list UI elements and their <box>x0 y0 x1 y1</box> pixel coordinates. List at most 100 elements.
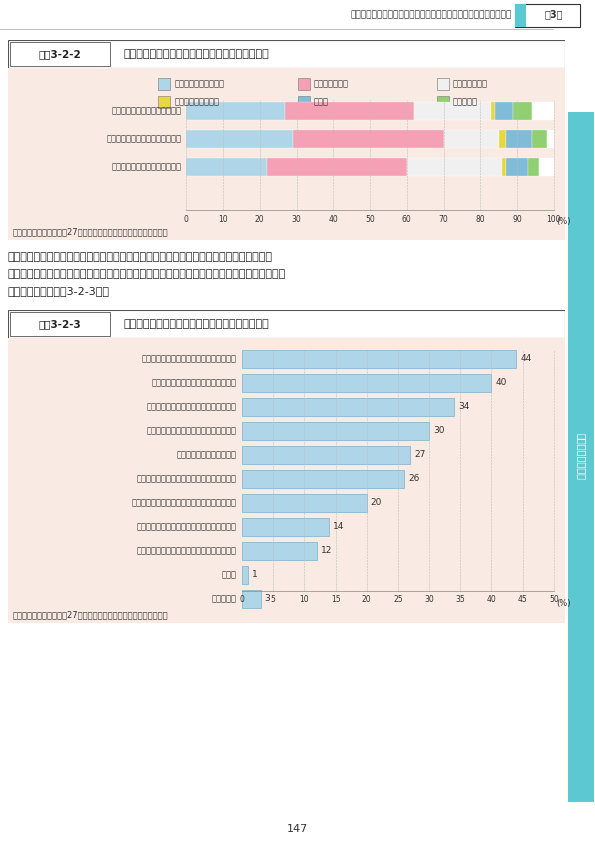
FancyBboxPatch shape <box>532 130 547 148</box>
Text: 不動産の物件数が多く、物件選びに困るから: 不動産の物件数が多く、物件選びに困るから <box>137 522 237 531</box>
FancyBboxPatch shape <box>502 158 506 176</box>
Text: 「不動産取引の流れが分かりづらいから」、「不動産の品質の良否を見極めづらいから」とい: 「不動産取引の流れが分かりづらいから」、「不動産の品質の良否を見極めづらいから」… <box>8 269 286 279</box>
FancyBboxPatch shape <box>547 130 554 148</box>
Text: 30: 30 <box>424 595 434 604</box>
Text: 70: 70 <box>439 215 449 224</box>
Text: 0: 0 <box>240 595 245 604</box>
Text: 30: 30 <box>292 215 302 224</box>
Text: 100: 100 <box>547 215 561 224</box>
FancyBboxPatch shape <box>506 158 528 176</box>
Text: その他: その他 <box>314 98 328 106</box>
FancyBboxPatch shape <box>186 102 286 120</box>
Text: 35: 35 <box>455 595 465 604</box>
Text: 147: 147 <box>287 823 308 834</box>
Text: 40: 40 <box>496 378 507 387</box>
FancyBboxPatch shape <box>186 130 293 148</box>
Text: (%): (%) <box>556 599 571 608</box>
FancyBboxPatch shape <box>242 542 317 559</box>
Text: 90: 90 <box>512 215 522 224</box>
Text: 80: 80 <box>475 215 485 224</box>
FancyBboxPatch shape <box>242 398 454 415</box>
FancyBboxPatch shape <box>242 350 516 367</box>
Text: 20: 20 <box>371 498 382 507</box>
FancyBboxPatch shape <box>495 102 513 120</box>
FancyBboxPatch shape <box>444 130 499 148</box>
Text: 45: 45 <box>518 595 528 604</box>
FancyBboxPatch shape <box>437 78 449 90</box>
FancyBboxPatch shape <box>158 96 170 108</box>
Text: 50: 50 <box>365 215 375 224</box>
Text: 不動産の価格の妥当性を判断しづらいから: 不動産の価格の妥当性を判断しづらいから <box>142 354 237 363</box>
FancyBboxPatch shape <box>8 338 565 623</box>
Text: 3: 3 <box>265 594 270 603</box>
Text: その他: その他 <box>222 570 237 579</box>
Text: その理由は、「不動産の価格の妥当性を判断しづらいから」が最も割合が高く、次いで: その理由は、「不動産の価格の妥当性を判断しづらいから」が最も割合が高く、次いで <box>8 252 273 262</box>
Text: 27: 27 <box>414 450 426 459</box>
Text: わかりやすくて簡単: わかりやすくて簡単 <box>174 98 220 106</box>
Text: 価格が景気によって大きく変動するから: 価格が景気によって大きく変動するから <box>147 426 237 435</box>
FancyBboxPatch shape <box>491 102 495 120</box>
FancyBboxPatch shape <box>528 158 539 176</box>
FancyBboxPatch shape <box>568 111 594 802</box>
FancyBboxPatch shape <box>267 158 407 176</box>
Text: 10: 10 <box>299 595 309 604</box>
Text: 第3章: 第3章 <box>544 9 563 19</box>
FancyBboxPatch shape <box>532 102 554 120</box>
Text: 不動産取引に必要な情報が分散しているから: 不動産取引に必要な情報が分散しているから <box>137 546 237 555</box>
FancyBboxPatch shape <box>539 158 554 176</box>
FancyBboxPatch shape <box>242 518 329 536</box>
FancyBboxPatch shape <box>298 78 309 90</box>
FancyBboxPatch shape <box>242 374 491 392</box>
Text: 25: 25 <box>393 595 403 604</box>
FancyBboxPatch shape <box>499 130 506 148</box>
Text: 不動産の売買をしたことがない: 不動産の売買をしたことがない <box>111 106 181 115</box>
Text: 税制優遇や補助金の給付条件が複雑であるから: 税制優遇や補助金の給付条件が複雑であるから <box>132 498 237 507</box>
FancyBboxPatch shape <box>242 566 248 584</box>
Text: 40: 40 <box>328 215 338 224</box>
FancyBboxPatch shape <box>8 310 565 338</box>
FancyBboxPatch shape <box>286 102 414 120</box>
FancyBboxPatch shape <box>515 4 527 27</box>
Text: 60: 60 <box>402 215 412 224</box>
FancyBboxPatch shape <box>242 422 429 440</box>
FancyBboxPatch shape <box>242 590 261 607</box>
FancyBboxPatch shape <box>8 68 565 240</box>
FancyBboxPatch shape <box>293 130 444 148</box>
Text: 不動産取引の流れが分かりづらいから: 不動産取引の流れが分かりづらいから <box>152 378 237 387</box>
Text: わからない: わからない <box>212 594 237 603</box>
FancyBboxPatch shape <box>407 158 502 176</box>
Text: 不動産取引が「難しい」、「不安」と感じる理由: 不動産取引が「難しい」、「不安」と感じる理由 <box>123 319 269 329</box>
Text: 土地に関する動向: 土地に関する動向 <box>576 434 586 480</box>
Text: 10: 10 <box>218 215 228 224</box>
Text: 不動産の品質の良否を見極めづらいから: 不動産の品質の良否を見極めづらいから <box>147 402 237 411</box>
Text: 不動産取引に対する印象（不動産売買の経験別）: 不動産取引に対する印象（不動産売買の経験別） <box>123 49 269 59</box>
FancyBboxPatch shape <box>513 102 532 120</box>
Text: う理由が高い（図表3-2-3）。: う理由が高い（図表3-2-3）。 <box>8 286 110 296</box>
Text: 契約関係が複雑であるから: 契約関係が複雑であるから <box>177 450 237 459</box>
Text: 社会変化に対応した既存ストックの有効活用と不動産情報の多様化: 社会変化に対応した既存ストックの有効活用と不動産情報の多様化 <box>350 10 512 19</box>
FancyBboxPatch shape <box>242 470 404 488</box>
Text: 12: 12 <box>321 546 332 555</box>
Text: 不動産業者の数が多く、業者選びに困るから: 不動産業者の数が多く、業者選びに困るから <box>137 474 237 483</box>
FancyBboxPatch shape <box>10 42 110 66</box>
Text: 1: 1 <box>252 570 258 579</box>
Text: 20: 20 <box>362 595 371 604</box>
Text: 難しくてわかりにくい: 難しくてわかりにくい <box>174 79 224 88</box>
Text: 現在、不動産の売買を考えている: 現在、不動産の売買を考えている <box>107 135 181 143</box>
FancyBboxPatch shape <box>158 78 170 90</box>
Text: 特に不安は無い: 特に不安は無い <box>453 79 488 88</box>
FancyBboxPatch shape <box>10 312 110 336</box>
Text: 30: 30 <box>433 426 444 435</box>
Text: 資料：国土交通省「平成27年度土地問題に関する国民の意識調査」: 資料：国土交通省「平成27年度土地問題に関する国民の意識調査」 <box>13 610 168 619</box>
Text: 図表3-2-3: 図表3-2-3 <box>39 319 82 329</box>
FancyBboxPatch shape <box>242 494 367 511</box>
Text: なんとなく不安: なんとなく不安 <box>314 79 349 88</box>
Text: 14: 14 <box>333 522 345 531</box>
Text: 資料：国土交通省「平成27年度土地問題に関する国民の意識調査」: 資料：国土交通省「平成27年度土地問題に関する国民の意識調査」 <box>13 227 168 236</box>
Text: 34: 34 <box>458 402 469 411</box>
FancyBboxPatch shape <box>506 130 532 148</box>
Text: 26: 26 <box>408 474 419 483</box>
FancyBboxPatch shape <box>186 158 267 176</box>
FancyBboxPatch shape <box>298 96 309 108</box>
FancyBboxPatch shape <box>414 102 491 120</box>
